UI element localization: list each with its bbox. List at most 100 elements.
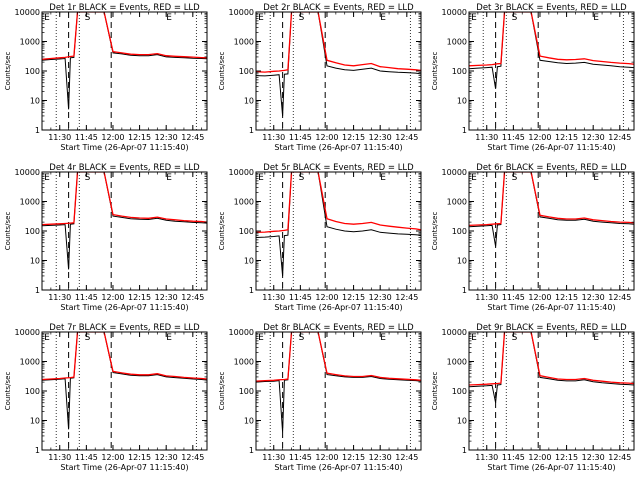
chart-panel: E S E 1 10 100 1000 10000 11:30 11:45 12:00 12:15 12… (218, 323, 422, 472)
y-tick-label: 100 (25, 387, 40, 396)
x-tick-label: 11:30 (475, 453, 498, 462)
x-tick-label: 12:00 (101, 133, 124, 142)
x-tick-label: 12:45 (608, 293, 631, 302)
x-tick-label: 11:30 (262, 293, 285, 302)
x-tick-label: 12:30 (369, 453, 392, 462)
y-tick-label: 10000 (229, 168, 254, 177)
y-tick-label: 1000 (234, 38, 254, 47)
series-line-lld (256, 332, 421, 382)
x-tick-label: 11:45 (75, 293, 98, 302)
event-marker-label: S (512, 333, 518, 343)
chart-title: Det 6r BLACK = Events, RED = LLD (476, 163, 627, 173)
event-marker-label: E (166, 13, 172, 23)
series-line-lld (42, 332, 207, 381)
series-line-events (42, 172, 207, 270)
y-axis-label: Counts/sec (4, 212, 12, 251)
y-tick-label: 1000 (234, 358, 254, 367)
x-tick-label: 12:00 (315, 133, 338, 142)
x-tick-label: 12:00 (528, 453, 551, 462)
x-axis-label: Start Time (26-Apr-07 11:15:40) (60, 463, 188, 472)
y-tick-label: 1 (462, 446, 467, 455)
event-marker-label: S (299, 13, 305, 23)
chart-panel: E S E 1 10 100 1000 10000 11:30 11:45 12:00 12:15 12… (4, 3, 208, 152)
x-tick-label: 11:30 (48, 453, 71, 462)
y-tick-label: 1 (35, 286, 40, 295)
series-line-events (469, 12, 634, 89)
x-tick-label: 12:30 (155, 293, 178, 302)
x-tick-label: 12:15 (555, 293, 578, 302)
event-marker-label: S (85, 13, 91, 23)
plot-frame (255, 331, 422, 451)
x-tick-label: 12:15 (342, 133, 365, 142)
x-tick-label: 12:45 (181, 293, 204, 302)
x-tick-label: 12:45 (395, 293, 418, 302)
y-tick-label: 1000 (20, 198, 40, 207)
y-tick-label: 1 (462, 286, 467, 295)
x-tick-label: 12:15 (128, 453, 151, 462)
x-tick-label: 12:30 (369, 133, 392, 142)
y-tick-label: 10 (244, 97, 254, 106)
y-tick-label: 10 (244, 417, 254, 426)
chart-title: Det 7r BLACK = Events, RED = LLD (49, 323, 200, 333)
event-marker-label: E (471, 333, 477, 343)
chart-title: Det 2r BLACK = Events, RED = LLD (263, 3, 414, 13)
x-axis-label: Start Time (26-Apr-07 11:15:40) (487, 463, 615, 472)
x-tick-label: 12:45 (608, 453, 631, 462)
series-line-lld (469, 332, 634, 386)
x-tick-label: 11:45 (289, 453, 312, 462)
x-axis-label: Start Time (26-Apr-07 11:15:40) (487, 143, 615, 152)
y-tick-label: 10000 (229, 328, 254, 337)
x-axis-label: Start Time (26-Apr-07 11:15:40) (60, 303, 188, 312)
series-line-lld (469, 12, 634, 67)
chart-panel: E S E 1 10 100 1000 10000 11:30 11:45 12:00 12:15 12… (218, 3, 422, 152)
y-tick-label: 100 (239, 227, 254, 236)
y-axis-label: Counts/sec (431, 372, 439, 411)
x-tick-label: 12:15 (555, 133, 578, 142)
event-marker-label: E (258, 173, 264, 183)
x-tick-label: 12:30 (369, 293, 392, 302)
y-axis-label: Counts/sec (4, 372, 12, 411)
chart-title: Det 5r BLACK = Events, RED = LLD (263, 163, 414, 173)
series-line-lld (256, 172, 421, 233)
series-line-events (256, 172, 421, 276)
x-tick-label: 11:30 (475, 133, 498, 142)
y-tick-label: 1000 (447, 38, 467, 47)
event-marker-label: E (471, 13, 477, 23)
y-tick-label: 10000 (15, 168, 40, 177)
x-tick-label: 11:45 (75, 453, 98, 462)
event-marker-label: E (258, 333, 264, 343)
y-axis-label: Counts/sec (4, 52, 12, 91)
y-tick-label: 10000 (229, 8, 254, 17)
chart-title: Det 4r BLACK = Events, RED = LLD (49, 163, 200, 173)
x-axis-label: Start Time (26-Apr-07 11:15:40) (487, 303, 615, 312)
y-tick-label: 100 (452, 67, 467, 76)
plot-frame (41, 331, 208, 451)
series-line-lld (469, 172, 634, 227)
x-tick-label: 12:00 (101, 453, 124, 462)
event-marker-label: S (299, 173, 305, 183)
x-tick-label: 12:45 (608, 133, 631, 142)
x-tick-label: 12:30 (582, 133, 605, 142)
series-line-events (42, 12, 207, 110)
x-tick-label: 12:00 (315, 453, 338, 462)
x-tick-label: 12:45 (395, 133, 418, 142)
x-axis-label: Start Time (26-Apr-07 11:15:40) (274, 463, 402, 472)
event-marker-label: E (593, 333, 599, 343)
event-marker-label: E (380, 13, 386, 23)
x-tick-label: 11:45 (502, 453, 525, 462)
y-tick-label: 10 (30, 97, 40, 106)
x-tick-label: 12:00 (528, 133, 551, 142)
y-tick-label: 100 (25, 67, 40, 76)
y-tick-label: 100 (25, 227, 40, 236)
y-axis-label: Counts/sec (431, 212, 439, 251)
x-tick-label: 12:00 (101, 293, 124, 302)
event-marker-label: E (471, 173, 477, 183)
x-tick-label: 12:00 (315, 293, 338, 302)
y-tick-label: 10 (30, 257, 40, 266)
chart-title: Det 9r BLACK = Events, RED = LLD (476, 323, 627, 333)
plot-frame (468, 11, 635, 131)
chart-title: Det 3r BLACK = Events, RED = LLD (476, 3, 627, 13)
event-marker-label: E (258, 13, 264, 23)
y-tick-label: 1000 (20, 38, 40, 47)
